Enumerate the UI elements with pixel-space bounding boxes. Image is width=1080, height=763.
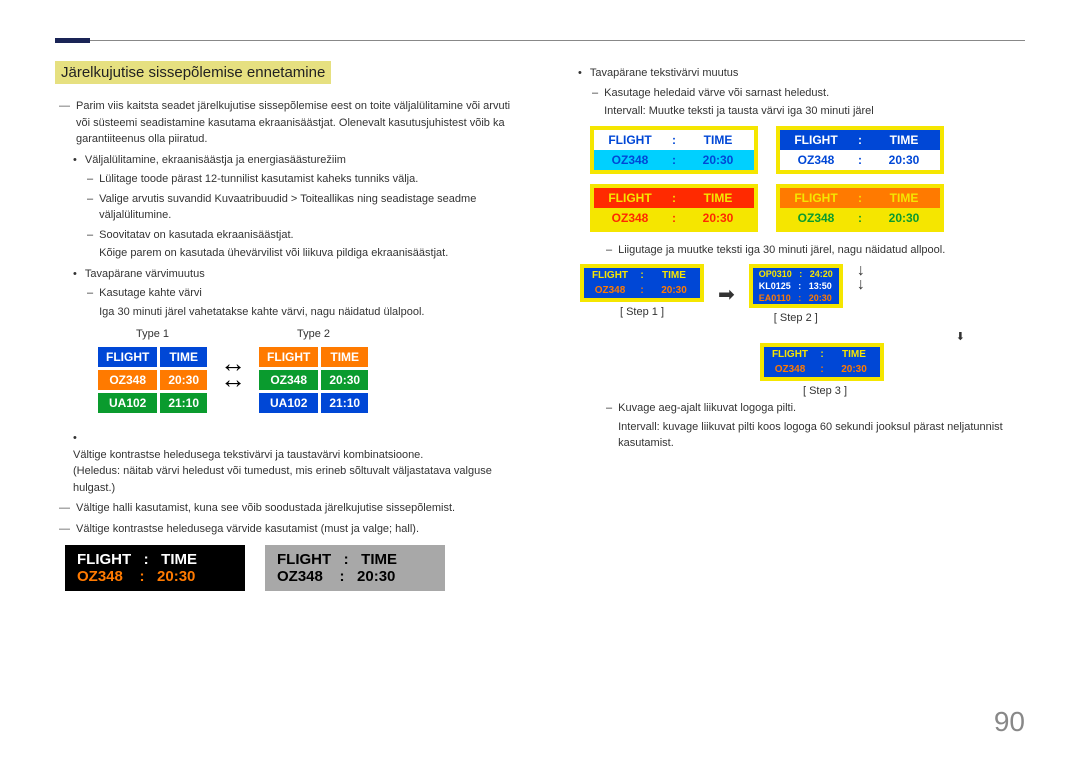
type1-table: FLIGHTTIME OZ34820:30 UA10221:10 <box>95 344 210 416</box>
section-heading: Järelkujutise sissepõlemise ennetamine <box>55 61 331 84</box>
step2-tile: OP0310 : 24:20 KL0125 : 13:50 EA0110 : 2… <box>749 264 843 308</box>
step1-label: [ Step 1 ] <box>580 306 704 318</box>
left-column: Järelkujutise sissepõlemise ennetamine P… <box>55 61 520 591</box>
type2-table: FLIGHTTIME OZ34820:30 UA10221:10 <box>256 344 371 416</box>
step3-label: [ Step 3 ] <box>760 385 890 397</box>
sub-display-props: Valige arvutis suvandid Kuvaatribuudid >… <box>87 191 520 224</box>
sub-screensaver: Soovitatav on kasutada ekraanisäästjat. … <box>87 227 520 262</box>
sub-12h: Lülitage toode pärast 12-tunnilist kasut… <box>87 171 520 188</box>
tile-b: FLIGHT:TIME OZ348:20:30 <box>776 126 944 174</box>
sub-two-colors-note: Iga 30 minuti järel vahetatakse kahte vä… <box>99 304 424 321</box>
tile-grid: FLIGHT:TIME OZ348:20:30 FLIGHT:TIME OZ34… <box>590 126 1025 232</box>
scroll-steps: FLIGHT:TIME OZ348:20:30 [ Step 1 ] ➡ OP0… <box>580 264 1025 324</box>
type2-label: Type 2 <box>256 328 371 340</box>
type-comparison: Type 1 FLIGHTTIME OZ34820:30 UA10221:10 … <box>95 328 520 416</box>
sub-show-logo: Kuvage aeg-ajalt liikuvat logoga pilti. … <box>606 400 1025 452</box>
down-arrows-icon: ↓↓ <box>857 264 865 293</box>
header-rule <box>55 40 1025 41</box>
right-column: Tavapärane tekstivärvi muutus Kasutage h… <box>560 61 1025 591</box>
brightness-note: (Heledus: näitab värvi heledust või tume… <box>73 463 520 496</box>
type1-label: Type 1 <box>95 328 210 340</box>
tile-d: FLIGHT:TIME OZ348:20:30 <box>776 184 944 232</box>
bullet-textcolor: Tavapärane tekstivärvi muutus Kasutage h… <box>578 65 1025 120</box>
sub-screensaver-note: Kõige parem on kasutada ühevärvilist või… <box>99 245 448 262</box>
step2-label: [ Step 2 ] <box>749 312 843 324</box>
step1-tile: FLIGHT:TIME OZ348:20:30 <box>580 264 704 302</box>
down-arrow-mid: ⬇ <box>560 330 965 343</box>
contrast-examples: FLIGHT : TIME OZ348 : 20:30 FLIGHT : TIM… <box>65 545 520 591</box>
intro-text: Parim viis kaitsta seadet järelkujutise … <box>59 98 520 148</box>
avoid-contrast-colors: Vältige kontrastse heledusega värvide ka… <box>59 521 520 538</box>
logo-interval-note: Intervall: kuvage liikuvat pilti koos lo… <box>618 419 1025 452</box>
sub-light-colors: Kasutage heledaid värve või sarnast hele… <box>592 85 1025 120</box>
tile-c: FLIGHT:TIME OZ348:20:30 <box>590 184 758 232</box>
right-arrow-icon: ➡ <box>718 282 735 307</box>
interval-note: Intervall: Muutke teksti ja tausta värvi… <box>604 103 874 120</box>
bullet-avoid-contrast: Vältige kontrastse heledusega tekstivärv… <box>73 430 520 496</box>
gray-box: FLIGHT : TIME OZ348 : 20:30 <box>265 545 445 591</box>
step3-tile: FLIGHT:TIME OZ348:20:30 <box>760 343 884 381</box>
sub-move-text: Liigutage ja muutke teksti iga 30 minuti… <box>606 242 1025 259</box>
bullet-colorchange: Tavapärane värvimuutus Kasutage kahte vä… <box>73 266 520 321</box>
avoid-gray: Vältige halli kasutamist, kuna see võib … <box>59 500 520 517</box>
page-number: 90 <box>994 706 1025 738</box>
black-box: FLIGHT : TIME OZ348 : 20:30 <box>65 545 245 591</box>
sub-two-colors: Kasutage kahte värvi Iga 30 minuti järel… <box>87 285 520 320</box>
tile-a: FLIGHT:TIME OZ348:20:30 <box>590 126 758 174</box>
swap-arrow-icon: ↔↔ <box>220 356 246 387</box>
bullet-poweroff: Väljalülitamine, ekraanisäästja ja energ… <box>73 152 520 262</box>
